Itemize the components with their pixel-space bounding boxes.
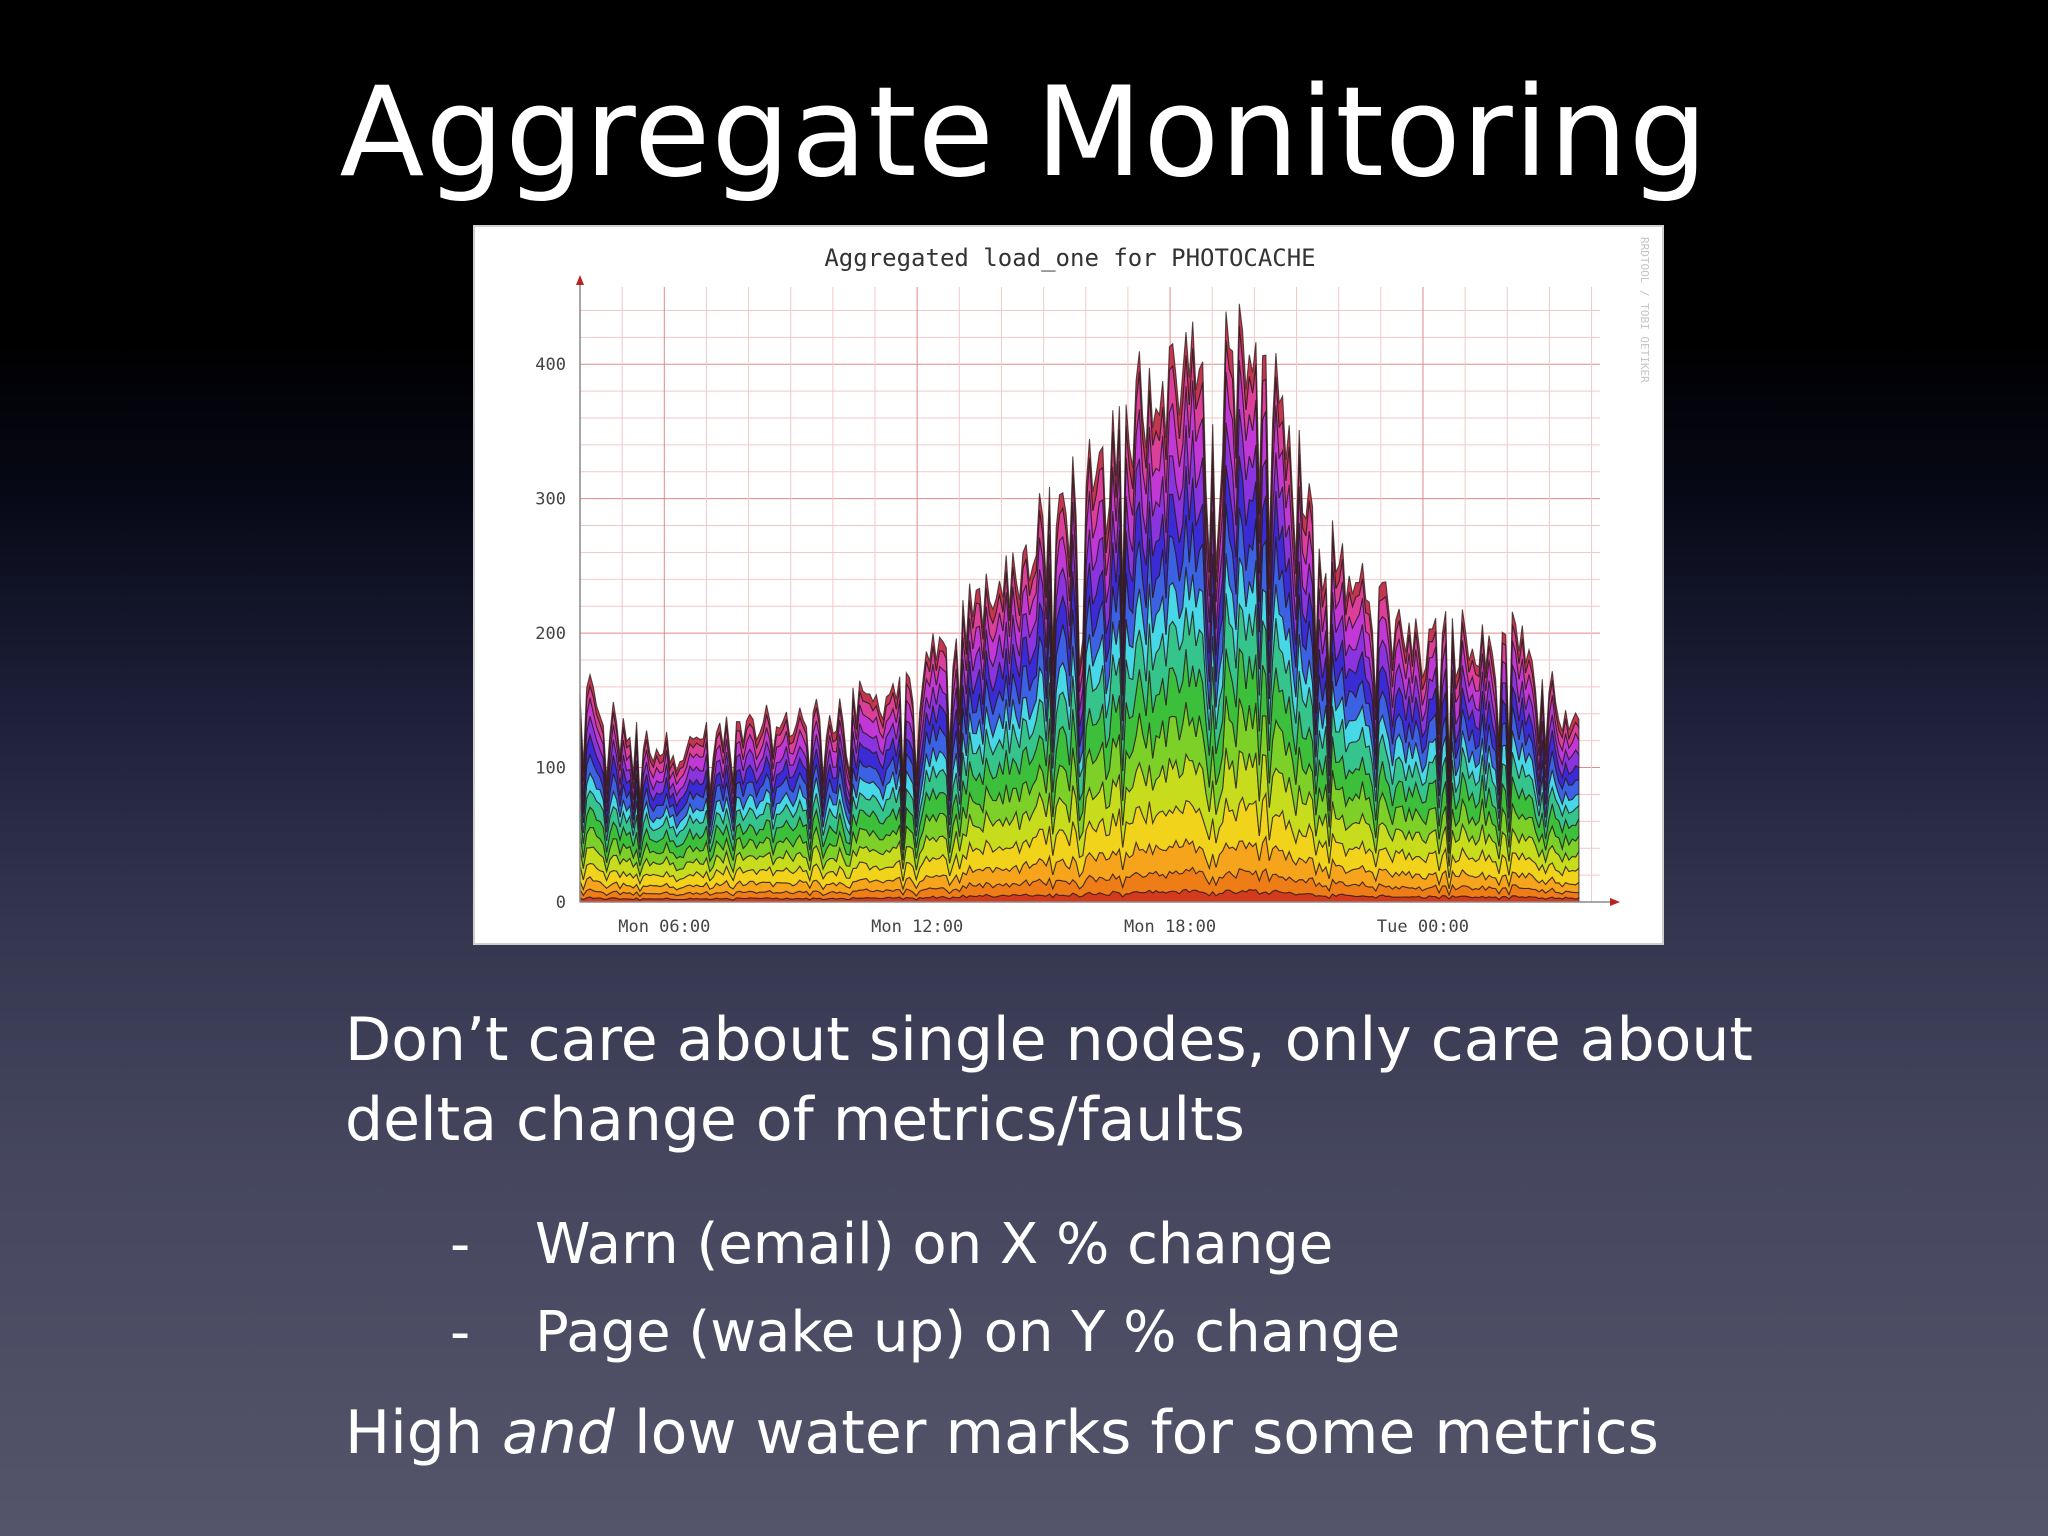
y-tick-label: 200 xyxy=(535,624,566,644)
x-tick-label: Mon 18:00 xyxy=(1124,917,1216,937)
slide-title: Aggregate Monitoring xyxy=(339,61,1709,205)
x-tick-label: Mon 12:00 xyxy=(871,917,963,937)
y-tick-label: 0 xyxy=(556,893,566,913)
main-paragraph: Don’t care about single nodes, only care… xyxy=(345,1005,1753,1155)
bullet-text: Warn (email) on X % change xyxy=(535,1212,1334,1277)
bullet-text: Page (wake up) on Y % change xyxy=(535,1300,1401,1365)
y-tick-label: 300 xyxy=(535,490,566,510)
load-chart: Aggregated load_one for PHOTOCACHE RRDTO… xyxy=(475,227,1662,943)
closing-line-emphasis: and xyxy=(501,1398,615,1468)
bullet-item: - Page (wake up) on Y % change xyxy=(345,1298,1745,1368)
x-tick-label: Mon 06:00 xyxy=(618,917,710,937)
chart-axes xyxy=(576,275,1620,906)
chart-watermark: RRDTOOL / TOBI OETIKER xyxy=(1638,237,1651,383)
y-tick-label: 100 xyxy=(535,759,566,779)
stacked-areas xyxy=(579,303,1580,903)
bullet-dash: - xyxy=(450,1300,471,1365)
x-tick-label: Tue 00:00 xyxy=(1377,917,1469,937)
tick-labels: 0 100 200 300 400 Mon 06:00 Mon 12:00 Mon 18:00… xyxy=(535,355,1469,937)
closing-line: High and low water marks for some metric… xyxy=(345,1393,1659,1473)
y-tick-label: 400 xyxy=(535,355,566,375)
closing-line-start: High xyxy=(345,1398,502,1468)
chart-title: Aggregated load_one for PHOTOCACHE xyxy=(824,244,1315,272)
closing-line-end: low water marks for some metrics xyxy=(614,1398,1659,1468)
bullet-item: - Warn (email) on X % change xyxy=(345,1210,1745,1280)
bullet-dash: - xyxy=(450,1212,471,1277)
chart-image: Aggregated load_one for PHOTOCACHE RRDTO… xyxy=(473,225,1664,945)
x-axis-arrow xyxy=(1610,898,1620,906)
area-band xyxy=(579,303,1580,805)
y-axis-arrow xyxy=(576,275,584,285)
